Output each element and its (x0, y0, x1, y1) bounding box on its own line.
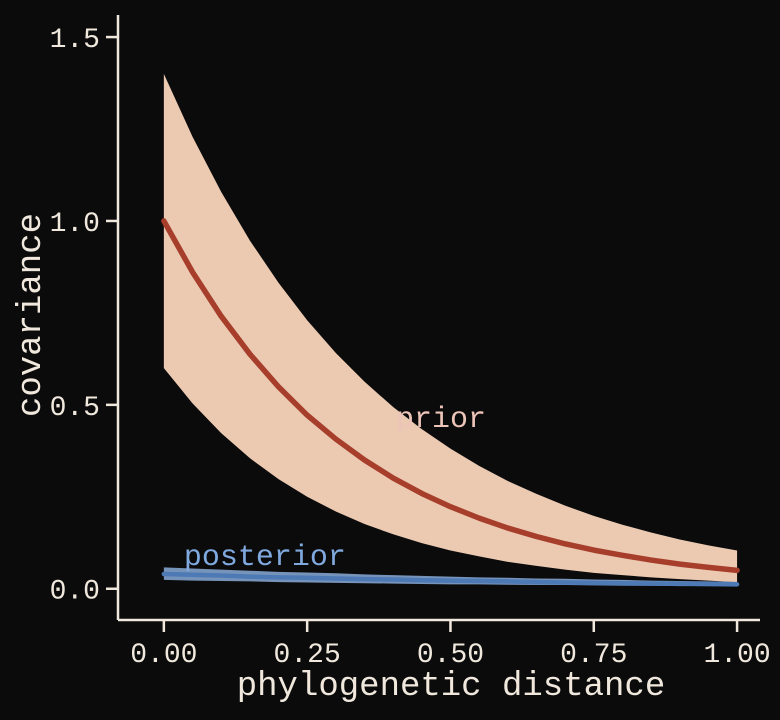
prior-band (163, 73, 738, 583)
annotation-prior: prior (396, 403, 486, 437)
x-tick-label: 0.50 (417, 640, 484, 671)
x-tick-label: 1.00 (703, 640, 770, 671)
prior-line (161, 218, 740, 574)
x-tick-label: 0.00 (130, 640, 197, 671)
x-tick-label: 0.25 (274, 640, 341, 671)
y-tick-label: 0.5 (50, 393, 100, 424)
annotation-posterior: posterior (184, 541, 346, 575)
x-tick-label: 0.75 (560, 640, 627, 671)
posterior-line (161, 571, 740, 587)
y-tick-label: 1.5 (50, 25, 100, 56)
y-axis-label: covariance (13, 212, 51, 418)
y-tick-label: 0.0 (50, 577, 100, 608)
y-tick-label: 1.0 (50, 209, 100, 240)
x-axis-label: phylogenetic distance (236, 668, 666, 706)
